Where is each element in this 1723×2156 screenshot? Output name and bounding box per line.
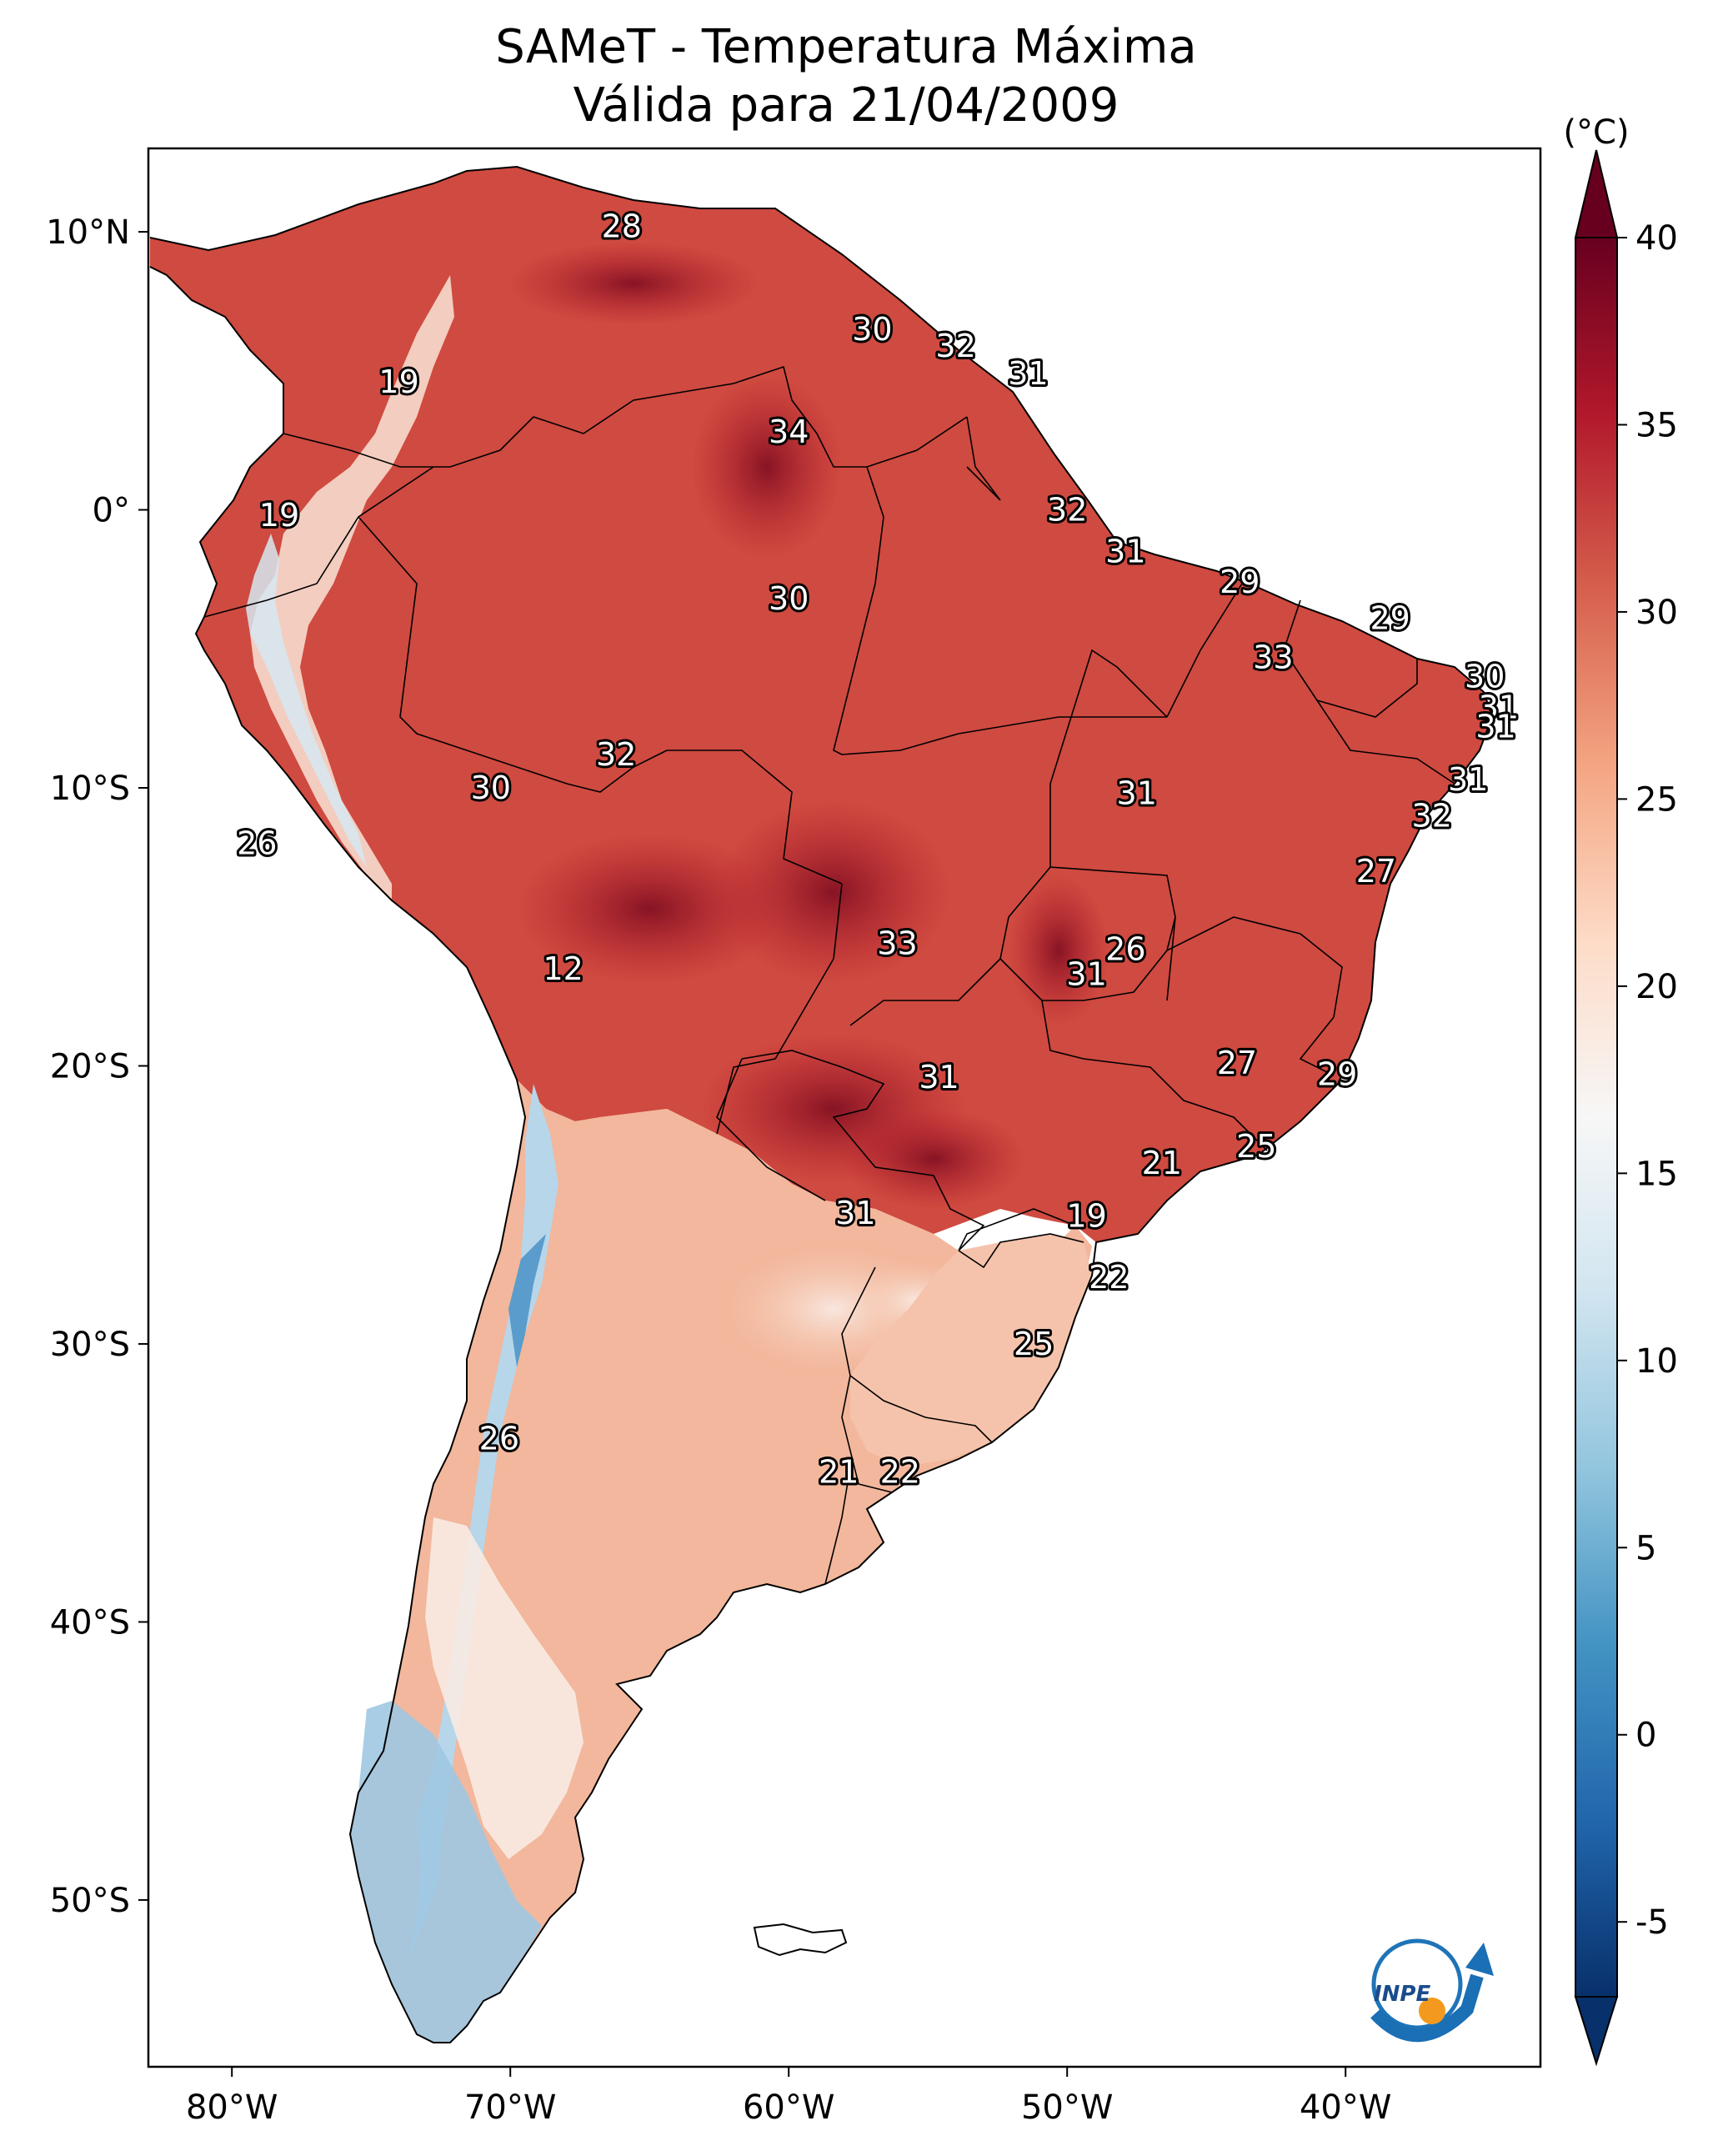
station-temperature-label: 31 (1117, 775, 1157, 812)
patagonia-pale (425, 1517, 584, 1859)
station-temperature-label: 32 (1412, 797, 1452, 834)
station-temperature-label: 12 (543, 950, 583, 987)
colorbar-tick-label: 0 (1635, 1717, 1656, 1755)
colorbar-tick-label: 10 (1635, 1342, 1678, 1381)
colorbar-tick-label: -5 (1635, 1903, 1669, 1942)
colorbar-top-arrow (1574, 149, 1619, 238)
station-temperature-label: 25 (1014, 1326, 1054, 1362)
lat-tick-label: 10°N (46, 213, 130, 252)
station-temperature-label: 26 (237, 825, 277, 862)
station-temperature-label: 25 (1236, 1128, 1276, 1165)
station-temperature-label: 30 (852, 311, 892, 348)
station-temperature-label: 32 (1047, 492, 1087, 529)
station-temperature-label: 19 (259, 497, 299, 534)
andes-south-deep (508, 1234, 546, 1367)
lat-tick-label: 10°S (50, 770, 130, 808)
colorbar-tick-label: 15 (1635, 1155, 1678, 1193)
lat-tick-label: 40°S (50, 1603, 130, 1642)
station-temperature-label: 19 (1066, 1198, 1106, 1235)
lat-tick-label: 0° (93, 492, 130, 530)
colorbar-bottom-arrow (1574, 1996, 1619, 2067)
title-line-1: SAMeT - Temperatura Máxima (495, 20, 1197, 74)
station-temperature-label: 21 (1142, 1145, 1182, 1181)
colorbar: (°C) 40 35 30 25 20 15 10 5 0 -5 (1563, 113, 1678, 2067)
inpe-logo: INPE (1370, 1938, 1494, 2043)
station-temperature-label: 31 (1448, 761, 1488, 798)
colorbar-tick-label: 20 (1635, 968, 1678, 1006)
station-temperature-label: 33 (1253, 639, 1293, 675)
station-temperature-label: 31 (1479, 689, 1519, 725)
station-temperature-label: 31 (1475, 709, 1515, 745)
station-temperature-label: 32 (596, 736, 636, 773)
region-north-hot (150, 167, 1492, 1242)
colorbar-tick-label: 25 (1635, 780, 1678, 819)
station-temperature-label: 31 (919, 1059, 959, 1096)
station-temperature-label: 31 (1066, 955, 1106, 992)
station-temperature-label: 29 (1220, 564, 1260, 600)
station-temperature-label: 29 (1317, 1055, 1357, 1092)
country-borders (203, 365, 1455, 1585)
lat-tick-label: 20°S (50, 1047, 130, 1086)
station-temperature-label: 33 (877, 925, 917, 962)
falklands (753, 1923, 848, 1957)
south-brazil (850, 1234, 1092, 1467)
title-line-2: Válida para 21/04/2009 (573, 78, 1119, 133)
continent-outline (149, 165, 1494, 2043)
station-temperature-label: 26 (1105, 930, 1145, 967)
colorbar-tick-label: 35 (1635, 406, 1678, 444)
station-temperature-label: 31 (1008, 355, 1048, 392)
lat-tick-label: 50°S (50, 1882, 130, 1920)
axis-ticks: 80°W 70°W 60°W 50°W 40°W 10°N 0° 10°S 20°S 30°S 40… (46, 213, 1391, 2127)
station-temperature-label: 32 (935, 328, 975, 364)
map-title: SAMeT - Temperatura Máxima Válida para 2… (150, 18, 1542, 135)
station-temperature-label: 19 (378, 364, 418, 400)
station-temperature-label: 22 (1089, 1259, 1129, 1296)
station-temperature-label: 26 (479, 1420, 519, 1457)
colorbar-unit: (°C) (1563, 113, 1629, 152)
andes-north-white (246, 534, 367, 867)
colorbar-body (1575, 237, 1618, 1998)
station-temperature-label: 30 (769, 580, 809, 617)
colorbar-tick-label: 40 (1635, 219, 1678, 258)
lon-tick-label: 60°W (743, 2088, 834, 2127)
station-temperature-label: 30 (1465, 659, 1505, 695)
station-temperature-label: 22 (880, 1453, 920, 1490)
station-temperature-label: 28 (602, 208, 642, 244)
lon-tick-label: 70°W (464, 2088, 556, 2127)
station-temperature-label: 34 (769, 414, 809, 450)
station-temperature-label: 31 (835, 1195, 875, 1231)
patagonia-cold (350, 1701, 542, 2043)
colorbar-tick-label: 30 (1635, 594, 1678, 632)
station-temperature-label: 21 (819, 1453, 859, 1490)
lon-tick-label: 40°W (1300, 2088, 1391, 2127)
station-temperature-label: 27 (1356, 853, 1396, 890)
inpe-logo-text: INPE (1374, 1982, 1430, 2007)
station-temperature-label: 29 (1370, 600, 1410, 637)
station-temperature-label: 31 (1105, 534, 1145, 570)
station-temperature-label: 27 (1217, 1045, 1257, 1081)
map-frame (147, 147, 1542, 2068)
lat-tick-label: 30°S (50, 1326, 130, 1364)
station-temperature-label: 30 (471, 770, 511, 806)
lon-tick-label: 50°W (1021, 2088, 1113, 2127)
colorbar-tick-label: 5 (1635, 1529, 1656, 1567)
lon-tick-label: 80°W (186, 2088, 278, 2127)
